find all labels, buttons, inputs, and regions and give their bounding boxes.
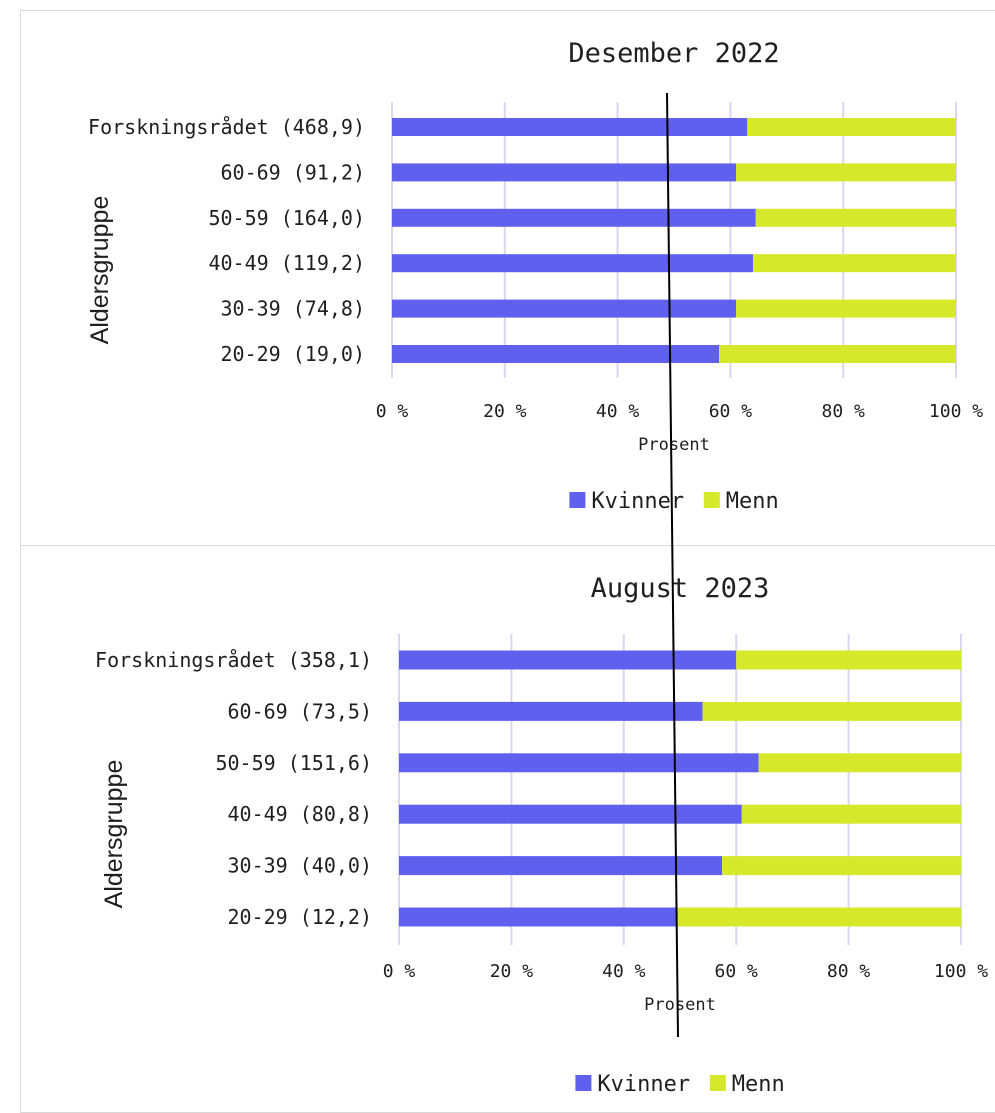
bar-menn-5 [719,345,956,363]
x-tick-label: 100 % [934,961,988,982]
bar-kvinner-4 [399,856,723,876]
bar-menn-0 [747,118,956,136]
bar-kvinner-0 [399,650,737,670]
chart-1: August 2023 0 % 20 % 40 % 60 % 80 % 100 % Forsk… [95,573,988,1097]
category-label: 20-29 (19,0) [221,342,366,366]
category-label: 50-59 (164,0) [208,206,365,230]
category-label: Forskningsrådet (468,9) [88,115,365,139]
y-axis-label: Aldersgruppe [86,196,114,345]
legend-swatch-menn [709,1075,726,1091]
bar-menn-5 [677,907,961,927]
x-axis-label: Prosent [638,435,710,455]
legend-swatch-menn [703,492,720,508]
bar-menn-3 [752,254,956,273]
bar-menn-1 [702,701,961,721]
x-tick-label: 100 % [929,401,983,422]
bar-menn-4 [722,856,961,876]
category-label: 60-69 (73,5) [228,699,373,723]
category-label: 20-29 (12,2) [228,905,373,929]
x-tick-label: 0 % [376,401,409,422]
x-tick-label: 20 % [483,401,527,422]
x-tick-label: 60 % [715,961,759,982]
bar-kvinner-4 [392,299,737,318]
y-axis-label: Aldersgruppe [100,760,128,909]
x-tick-label: 40 % [602,961,646,982]
legend-swatch-kvinner [569,492,586,508]
x-axis-label: Prosent [644,995,716,1015]
x-tick-label: 80 % [827,961,871,982]
bar-kvinner-3 [392,254,753,273]
bar-menn-3 [741,804,961,824]
bar-kvinner-3 [399,804,742,824]
category-label: 40-49 (119,2) [208,251,365,275]
category-label: 50-59 (151,6) [215,751,372,775]
bar-menn-1 [736,163,956,182]
bar-kvinner-1 [392,163,737,182]
bar-menn-2 [755,208,956,227]
x-tick-label: 0 % [383,961,416,982]
reference-line [666,92,679,1038]
legend-label-kvinner: Kvinner [597,1072,690,1097]
category-label: 60-69 (91,2) [221,160,366,184]
bar-kvinner-0 [392,118,748,136]
category-label: 30-39 (40,0) [228,854,373,878]
legend-swatch-kvinner [575,1075,592,1091]
bar-kvinner-2 [399,753,759,773]
bar-menn-4 [736,299,956,318]
x-tick-label: 20 % [490,961,534,982]
chart-title: Desember 2022 [568,38,779,69]
x-tick-label: 80 % [822,401,866,422]
category-label: 40-49 (80,8) [228,802,373,826]
bar-menn-2 [758,753,961,773]
x-tick-label: 60 % [709,401,753,422]
bar-kvinner-2 [392,208,756,227]
bar-kvinner-5 [399,907,678,927]
legend-label-menn: Menn [732,1072,785,1097]
legend-label-kvinner: Kvinner [591,489,684,514]
panel-frame-top [20,10,995,546]
legend-label-menn: Menn [726,489,779,514]
category-label: Forskningsrådet (358,1) [95,648,372,672]
bar-kvinner-1 [399,701,703,721]
bar-kvinner-5 [392,345,720,363]
chart-0: Desember 2022 0 % 20 % 40 % 60 % 80 % 100 % For… [86,38,983,514]
category-label: 30-39 (74,8) [221,297,366,321]
chart-title: August 2023 [591,573,770,604]
bar-menn-0 [736,650,961,670]
x-tick-label: 40 % [596,401,640,422]
